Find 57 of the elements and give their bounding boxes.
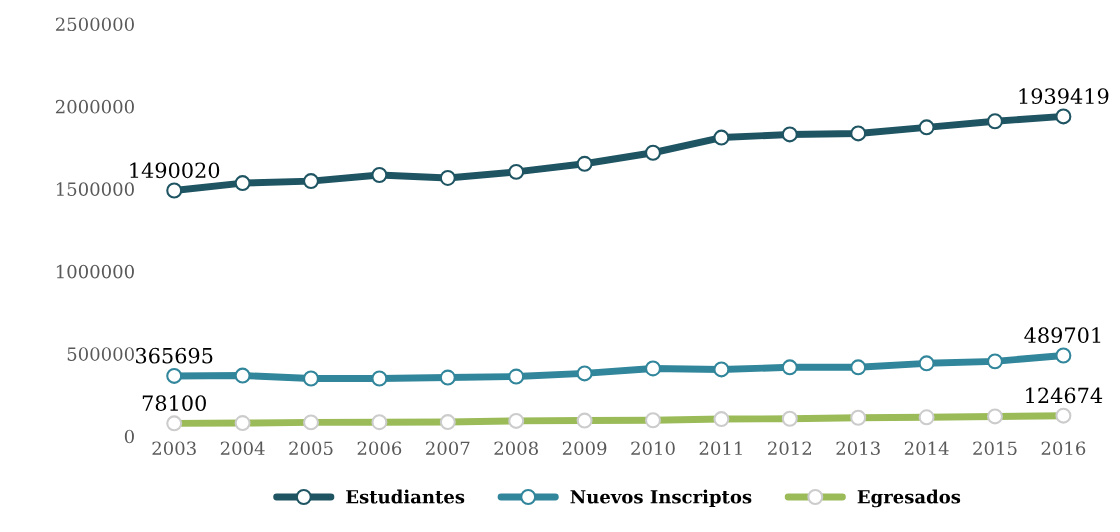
point: [987, 353, 1003, 370]
point: [645, 360, 661, 377]
point: [166, 182, 183, 199]
data-label: 489701: [1024, 327, 1101, 344]
x-tick-label: 2011: [699, 441, 742, 456]
point: [987, 113, 1003, 130]
point: [850, 359, 867, 376]
legend-label: Nuevos Inscriptos: [570, 489, 752, 508]
point: [576, 155, 593, 172]
x-tick-label: 2010: [631, 441, 675, 456]
x-tick-label: 2006: [357, 441, 402, 456]
data-label: 124674: [1026, 387, 1103, 404]
x-tick-label: 2015: [973, 441, 1017, 456]
y-tick-label: 1000000: [56, 264, 134, 279]
point: [1055, 347, 1072, 364]
data-label: 78100: [142, 395, 206, 411]
x-tick-label: 2012: [768, 441, 811, 456]
x-tick-label: 2016: [1041, 441, 1086, 456]
x-tick-label: 2007: [426, 441, 470, 456]
point: [918, 119, 935, 136]
legend-label: Estudiantes: [346, 489, 465, 504]
point: [781, 126, 798, 143]
x-tick-label: 2014: [904, 441, 949, 456]
point: [371, 167, 388, 183]
x-tick-label: 2004: [220, 441, 265, 456]
point: [234, 367, 251, 384]
data-label: 365695: [136, 347, 213, 364]
x-tick-label: 2003: [152, 441, 196, 456]
point: [234, 175, 251, 192]
x-tick-label: 2008: [494, 441, 538, 456]
data-label: 1939419: [1019, 88, 1109, 105]
point: [439, 169, 456, 186]
point: [303, 370, 319, 387]
point: [508, 163, 525, 180]
x-tick-label: 2009: [562, 441, 607, 456]
y-tick-label: 2500000: [55, 17, 134, 32]
point: [850, 125, 867, 142]
point: [439, 369, 456, 386]
point: [713, 129, 730, 146]
y-tick-label: 1500000: [56, 182, 134, 196]
y-tick-label: 500000: [67, 347, 134, 361]
point: [508, 368, 525, 385]
point: [781, 359, 798, 376]
point: [303, 173, 319, 190]
legend-label: Egresados: [857, 489, 961, 508]
y-tick-label: 0: [124, 429, 134, 444]
x-tick-label: 2013: [836, 441, 880, 456]
point: [645, 144, 661, 161]
point: [166, 367, 183, 384]
data-label: 1490020: [130, 162, 220, 179]
point: [576, 365, 593, 382]
point: [371, 370, 388, 387]
y-tick-label: 2000000: [55, 99, 134, 114]
point: [1055, 108, 1072, 125]
point: [918, 355, 935, 372]
point: [713, 361, 730, 378]
x-tick-label: 2005: [289, 441, 333, 456]
